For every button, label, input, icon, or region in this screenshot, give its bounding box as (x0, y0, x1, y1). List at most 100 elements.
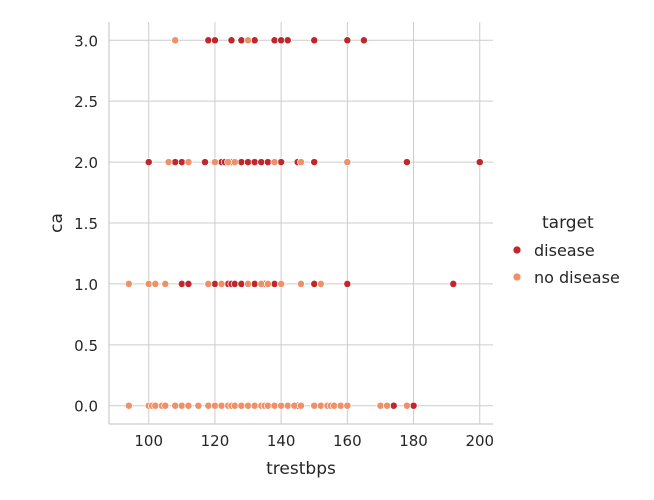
point-disease (250, 279, 259, 288)
point-no-disease (277, 401, 286, 410)
point-disease (283, 36, 292, 45)
legend-label-disease: disease (534, 241, 595, 260)
point-no-disease (204, 279, 213, 288)
point-no-disease (164, 158, 173, 167)
point-no-disease (270, 401, 279, 410)
point-no-disease (343, 158, 352, 167)
point-disease (250, 36, 259, 45)
point-disease (227, 36, 236, 45)
point-no-disease (290, 401, 299, 410)
x-tick-label: 180 (399, 432, 428, 450)
axes (108, 22, 493, 425)
x-tick-label: 100 (134, 432, 163, 450)
point-no-disease (402, 401, 411, 410)
point-no-disease (270, 158, 279, 167)
y-tick-label: 1.5 (74, 215, 98, 233)
point-disease (204, 36, 213, 45)
point-no-disease (161, 279, 170, 288)
point-no-disease (184, 158, 193, 167)
x-tick-label: 120 (201, 432, 230, 450)
point-disease (237, 36, 246, 45)
point-no-disease (297, 279, 305, 288)
point-no-disease (244, 36, 252, 45)
point-disease (310, 36, 319, 45)
point-disease (210, 279, 219, 288)
point-no-disease (297, 401, 305, 410)
point-no-disease (257, 279, 266, 288)
point-disease (277, 158, 286, 167)
point-disease (230, 279, 239, 288)
point-disease (343, 36, 352, 45)
x-tick-label: 200 (465, 432, 494, 450)
point-no-disease (283, 401, 292, 410)
grid-lines (109, 22, 493, 424)
point-no-disease (277, 279, 286, 288)
point-disease (250, 158, 259, 167)
point-disease (210, 36, 219, 45)
point-no-disease (383, 401, 392, 410)
point-no-disease (194, 401, 203, 410)
point-no-disease (144, 279, 153, 288)
data-points (124, 36, 484, 410)
point-no-disease (217, 401, 226, 410)
point-no-disease (171, 36, 180, 45)
point-no-disease (250, 401, 259, 410)
point-no-disease (171, 401, 180, 410)
point-no-disease (263, 279, 272, 288)
point-no-disease (184, 401, 193, 410)
point-disease (343, 279, 352, 288)
y-tick-label: 0.5 (74, 337, 98, 355)
point-disease (177, 158, 186, 167)
point-no-disease (297, 158, 305, 167)
point-disease (475, 158, 484, 167)
point-disease (171, 158, 180, 167)
legend-marker-disease (512, 245, 522, 255)
y-tick-label: 3.0 (74, 32, 98, 50)
point-no-disease (161, 401, 170, 410)
point-no-disease (330, 401, 339, 410)
point-no-disease (124, 279, 133, 288)
point-disease (359, 36, 368, 45)
point-disease (270, 36, 279, 45)
point-no-disease (263, 401, 272, 410)
point-disease (237, 279, 246, 288)
point-no-disease (376, 401, 385, 410)
point-no-disease (316, 279, 325, 288)
point-disease (449, 279, 458, 288)
point-no-disease (336, 401, 345, 410)
point-disease (270, 279, 279, 288)
point-disease (201, 158, 209, 167)
point-no-disease (210, 158, 219, 167)
point-no-disease (244, 401, 252, 410)
point-disease (277, 36, 286, 45)
point-disease (244, 158, 252, 167)
legend: target disease no disease (512, 213, 620, 287)
y-tick-label: 0.0 (74, 398, 98, 416)
x-tick-label: 140 (267, 432, 296, 450)
y-tick-label: 2.0 (74, 154, 98, 172)
x-tick-label: 160 (333, 432, 362, 450)
point-disease (389, 401, 398, 410)
y-tick-label: 1.0 (74, 276, 98, 294)
y-axis-label: ca (47, 213, 67, 233)
point-no-disease (244, 279, 252, 288)
point-no-disease (151, 279, 160, 288)
point-disease (263, 158, 272, 167)
y-tick-label: 2.5 (74, 93, 98, 111)
point-disease (184, 279, 193, 288)
tick-labels: 100 120 140 160 180 200 0.0 0.5 1.0 1.5 2.0 2.5 3.0 (74, 32, 494, 450)
point-no-disease (230, 158, 239, 167)
point-disease (310, 158, 319, 167)
point-disease (144, 158, 153, 167)
point-no-disease (230, 401, 239, 410)
legend-label-no-disease: no disease (534, 268, 620, 287)
point-no-disease (210, 401, 219, 410)
point-no-disease (124, 401, 133, 410)
legend-title: target (542, 213, 594, 233)
point-no-disease (177, 401, 186, 410)
point-no-disease (310, 401, 319, 410)
point-disease (409, 401, 418, 410)
point-no-disease (204, 401, 213, 410)
x-axis-label: trestbps (266, 459, 336, 479)
legend-marker-no-disease (512, 272, 522, 282)
